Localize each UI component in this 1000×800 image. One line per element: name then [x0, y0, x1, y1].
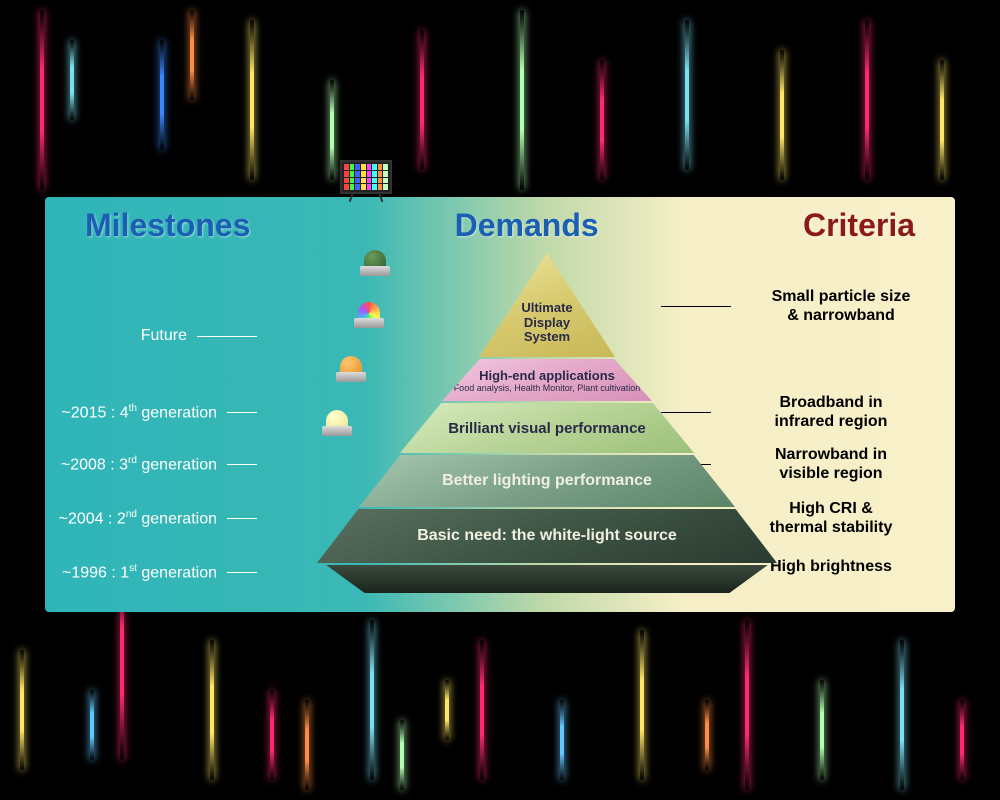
light-streak — [40, 10, 44, 190]
tier-label: High-end applicationsFood analysis, Heal… — [454, 368, 641, 393]
pyramid-tier-3: Better lighting performance — [359, 455, 735, 507]
light-streak — [270, 690, 274, 780]
light-streak — [745, 620, 749, 790]
milestone-row: ~2004 : 2nd generation — [57, 509, 257, 528]
milestone-label: ~2008 : 3rd generation — [61, 455, 217, 474]
light-streak — [160, 40, 164, 150]
tier-label: Better lighting performance — [442, 472, 652, 490]
light-streak — [705, 700, 709, 770]
light-streak — [940, 60, 944, 180]
light-streak — [445, 680, 449, 740]
light-streak — [820, 680, 824, 780]
light-streak — [520, 10, 524, 190]
light-streak — [640, 630, 644, 780]
header-milestones: Milestones — [85, 207, 250, 244]
tier-label: Basic need: the white-light source — [417, 527, 677, 545]
light-streak — [685, 20, 689, 170]
pyramid-tier-1: High-end applicationsFood analysis, Heal… — [442, 359, 652, 401]
light-streak — [190, 10, 194, 100]
milestone-label: ~2004 : 2nd generation — [59, 509, 217, 528]
header-row: Milestones Demands Criteria — [45, 207, 955, 244]
led-icon — [320, 410, 354, 436]
pyramid-tier-4: Basic need: the white-light source — [317, 509, 777, 563]
milestone-label: Future — [141, 327, 187, 345]
light-streak — [480, 640, 484, 780]
light-streak — [330, 80, 334, 180]
header-demands: Demands — [455, 207, 599, 244]
pyramid: UltimateDisplaySystem High-end applicatio… — [317, 253, 777, 597]
light-streak — [600, 60, 604, 180]
connector-line — [227, 572, 257, 573]
milestone-row: ~2015 : 4th generation — [57, 403, 257, 422]
tier-label: UltimateDisplaySystem — [521, 301, 572, 346]
led-icon — [334, 356, 368, 382]
milestone-label: ~1996 : 1st generation — [62, 563, 217, 582]
light-streak — [90, 690, 94, 760]
pyramid-base — [307, 565, 787, 593]
info-panel: Milestones Demands Criteria Future ~2015 … — [45, 197, 955, 612]
milestone-label: ~2015 : 4th generation — [61, 403, 217, 422]
led-icon — [358, 250, 392, 276]
connector-line — [227, 464, 257, 465]
light-streak — [560, 700, 564, 780]
pyramid-tier-0: UltimateDisplaySystem — [479, 253, 615, 357]
header-criteria: Criteria — [803, 207, 915, 244]
light-streak — [400, 720, 404, 790]
light-streak — [250, 20, 254, 180]
milestone-row: ~1996 : 1st generation — [57, 563, 257, 582]
milestone-row: Future — [57, 327, 257, 345]
light-streak — [210, 640, 214, 780]
light-streak — [780, 50, 784, 180]
connector-line — [227, 412, 257, 413]
connector-line — [227, 518, 257, 519]
light-streak — [370, 620, 374, 780]
light-streak — [865, 20, 869, 180]
led-icon — [352, 302, 386, 328]
milestone-row: ~2008 : 3rd generation — [57, 455, 257, 474]
tier-label: Brilliant visual performance — [448, 420, 646, 437]
light-streak — [420, 30, 424, 170]
light-streak — [960, 700, 964, 780]
light-streak — [900, 640, 904, 790]
connector-line — [197, 336, 257, 337]
pyramid-tier-2: Brilliant visual performance — [400, 403, 694, 453]
light-streak — [305, 700, 309, 790]
light-streak — [70, 40, 74, 120]
light-streak — [20, 650, 24, 770]
display-icon — [340, 160, 392, 202]
